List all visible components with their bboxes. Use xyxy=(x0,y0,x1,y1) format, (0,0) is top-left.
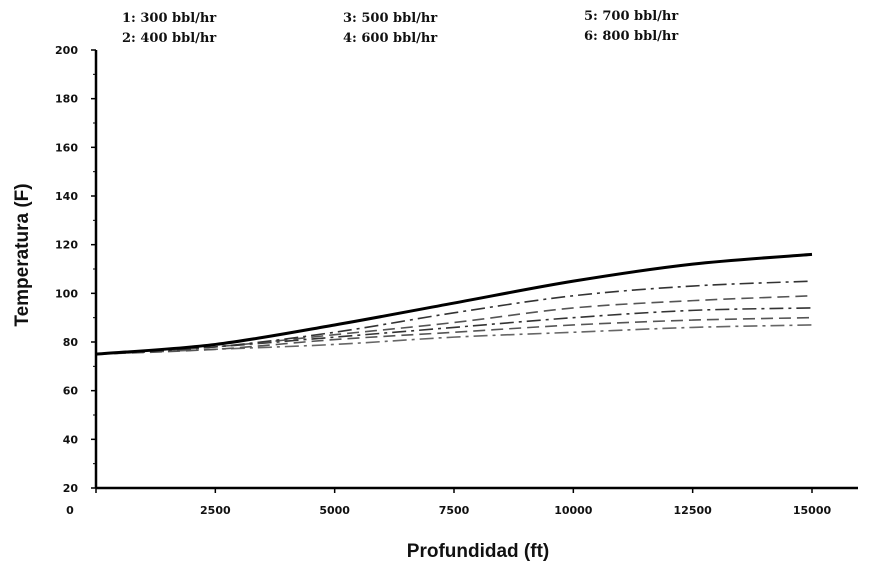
legend-entry-5: 5: 700 bbl/hr xyxy=(584,9,678,24)
y-tick-label: 180 xyxy=(55,93,78,106)
y-tick-label: 140 xyxy=(55,190,78,203)
axis-ticks: 20 40 60 80 100 120 140 160 180 200 0 2500 5000 7500 1… xyxy=(55,44,831,517)
y-tick-label: 100 xyxy=(55,287,78,300)
x-tick-label: 2500 xyxy=(200,504,231,517)
legend-entry-6: 6: 800 bbl/hr xyxy=(584,29,678,44)
x-tick-label: 5000 xyxy=(319,504,350,517)
legend-entry-1: 1: 300 bbl/hr xyxy=(122,11,216,26)
legend-entry-3: 3: 500 bbl/hr xyxy=(343,11,437,26)
x-tick-label: 15000 xyxy=(793,504,832,517)
legend-entry-2: 2: 400 bbl/hr xyxy=(122,31,216,46)
series-line-2 xyxy=(95,280,813,355)
series-layer xyxy=(95,252,813,356)
x-tick-label: 7500 xyxy=(439,504,470,517)
legend-entry-4: 4: 600 bbl/hr xyxy=(343,31,437,46)
y-tick-label: 20 xyxy=(63,482,79,495)
x-tick-label: 12500 xyxy=(674,504,713,517)
y-tick-label: 60 xyxy=(63,385,79,398)
x-tick-label: 10000 xyxy=(554,504,593,517)
y-tick-label: 80 xyxy=(63,336,79,349)
y-tick-label: 40 xyxy=(63,433,79,446)
series-line-1 xyxy=(95,252,813,356)
series-line-5 xyxy=(95,316,813,355)
x-axis-title: Profundidad (ft) xyxy=(407,541,549,562)
y-axis-title: Temperatura (F) xyxy=(12,183,33,326)
x-tick-label: 0 xyxy=(66,504,74,517)
series-line-6 xyxy=(95,324,813,355)
y-tick-label: 160 xyxy=(55,141,78,154)
y-tick-label: 120 xyxy=(55,239,78,252)
y-tick-label: 200 xyxy=(55,44,78,57)
